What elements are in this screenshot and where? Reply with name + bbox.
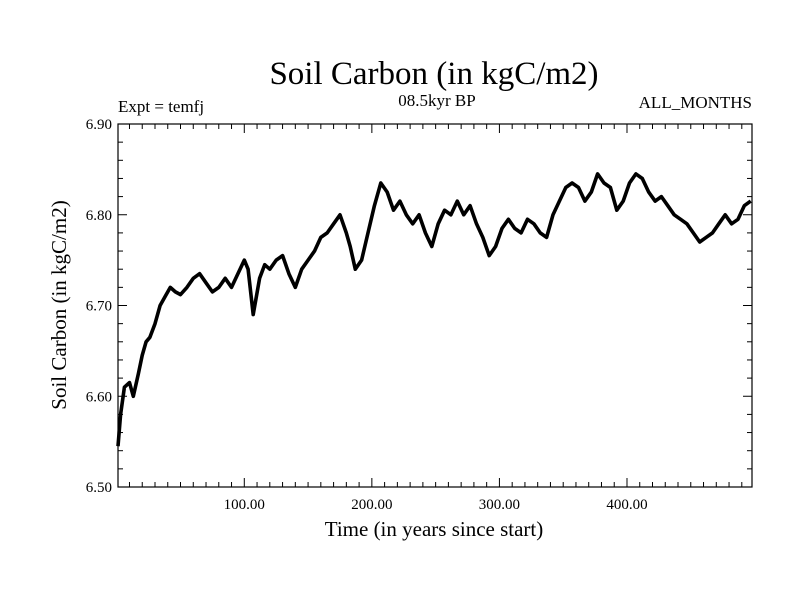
months-label: ALL_MONTHS [639,93,752,112]
y-tick-label: 6.50 [86,480,112,496]
soil-carbon-series-line [116,172,752,447]
chart-title: Soil Carbon (in kgC/m2) [269,56,598,92]
x-tick-label: 200.00 [351,497,392,513]
y-axis-label: Soil Carbon (in kgC/m2) [47,200,71,409]
y-tick-label: 6.60 [86,389,112,405]
x-tick-label: 400.00 [606,497,647,513]
chart-subtitle: 08.5kyr BP [398,91,475,110]
y-tick-label: 6.70 [86,299,112,315]
y-tick-label: 6.80 [86,208,112,224]
axis-ticks [118,124,752,487]
x-tick-labels: 100.00 200.00 300.00 400.00 [224,497,648,513]
experiment-label: Expt = temfj [118,97,204,116]
y-tick-labels: 6.50 6.60 6.70 6.80 6.90 [86,117,112,496]
plot-area-frame [117,123,753,488]
y-tick-label: 6.90 [86,117,112,133]
x-tick-label: 300.00 [479,497,520,513]
x-tick-label: 100.00 [224,497,265,513]
x-axis-label: Time (in years since start) [325,517,544,541]
